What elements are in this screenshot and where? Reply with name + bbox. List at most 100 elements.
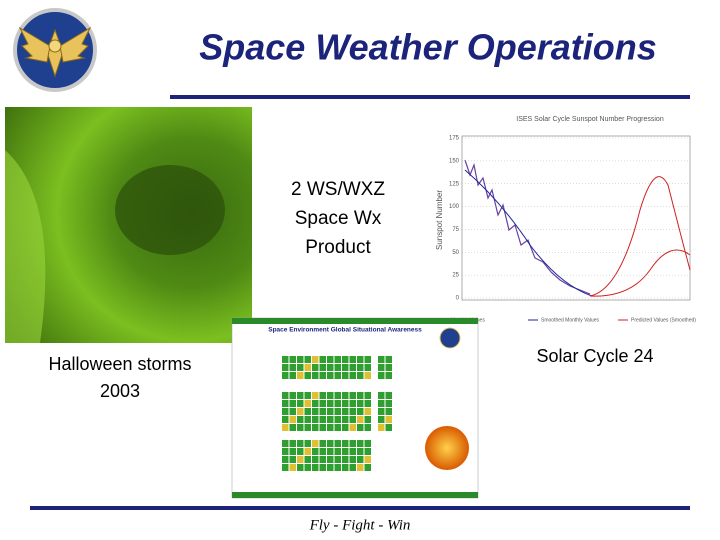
- status-cell: [304, 364, 311, 371]
- status-cell: [327, 416, 334, 423]
- status-cell: [342, 448, 349, 455]
- status-cell: [289, 400, 296, 407]
- status-cell: [327, 392, 334, 399]
- status-cell: [304, 400, 311, 407]
- status-cell: [282, 392, 289, 399]
- left-caption: Halloween storms: [48, 354, 191, 374]
- status-cell: [297, 392, 304, 399]
- status-cell: [357, 456, 364, 463]
- status-cell: [378, 416, 385, 423]
- status-cell: [304, 456, 311, 463]
- status-cell: [357, 424, 364, 431]
- status-cell: [289, 408, 296, 415]
- status-cell: [289, 416, 296, 423]
- status-cell: [357, 464, 364, 471]
- status-cell: [334, 416, 341, 423]
- status-cell: [385, 372, 392, 379]
- status-cell: [334, 408, 341, 415]
- status-cell: [342, 364, 349, 371]
- status-cell: [364, 400, 371, 407]
- status-cell: [297, 424, 304, 431]
- status-cell: [304, 356, 311, 363]
- status-cell: [312, 456, 319, 463]
- status-cell: [334, 440, 341, 447]
- status-cell: [349, 356, 356, 363]
- status-cell: [289, 392, 296, 399]
- status-cell: [297, 416, 304, 423]
- product-image: Space Environment Global Situational Awa…: [231, 317, 479, 499]
- status-cell: [319, 372, 326, 379]
- chart-tick-label: 100: [449, 204, 460, 210]
- status-cell: [312, 440, 319, 447]
- status-cell: [312, 424, 319, 431]
- status-cell: [297, 364, 304, 371]
- status-cell: [327, 364, 334, 371]
- status-cell: [327, 356, 334, 363]
- status-cell: [297, 372, 304, 379]
- status-cell: [349, 440, 356, 447]
- status-cell: [349, 408, 356, 415]
- status-cell: [349, 424, 356, 431]
- status-cell: [289, 364, 296, 371]
- footer-motto: Fly - Fight - Win: [309, 517, 411, 533]
- status-cell: [334, 364, 341, 371]
- chart-legend-label: Smoothed Monthly Values: [541, 317, 599, 323]
- status-cell: [327, 424, 334, 431]
- product-title: Space Environment Global Situational Awa…: [268, 327, 422, 334]
- status-cell: [364, 372, 371, 379]
- chart-tick-label: 125: [449, 181, 460, 187]
- status-cell: [319, 364, 326, 371]
- status-cell: [304, 408, 311, 415]
- status-cell: [342, 392, 349, 399]
- status-cell: [304, 392, 311, 399]
- status-cell: [378, 424, 385, 431]
- status-cell: [304, 464, 311, 471]
- status-cell: [364, 356, 371, 363]
- status-cell: [282, 440, 289, 447]
- status-cell: [349, 416, 356, 423]
- sunspot-chart: ISES Solar Cycle Sunspot Number Progress…: [430, 110, 700, 340]
- status-cell: [304, 424, 311, 431]
- title: Space Weather Operations: [199, 27, 657, 68]
- status-cell: [342, 456, 349, 463]
- status-cell: [282, 424, 289, 431]
- status-cell: [319, 424, 326, 431]
- status-cell: [357, 440, 364, 447]
- status-cell: [289, 372, 296, 379]
- status-cell: [357, 408, 364, 415]
- status-cell: [378, 356, 385, 363]
- status-cell: [304, 448, 311, 455]
- right-caption: Solar Cycle 24: [536, 346, 653, 366]
- status-cell: [334, 392, 341, 399]
- status-cell: [297, 456, 304, 463]
- status-cell: [282, 408, 289, 415]
- chart-title: ISES Solar Cycle Sunspot Number Progress…: [516, 116, 664, 123]
- status-cell: [319, 408, 326, 415]
- status-cell: [297, 408, 304, 415]
- status-cell: [327, 440, 334, 447]
- chart-tick-label: 150: [449, 158, 460, 164]
- status-cell: [342, 440, 349, 447]
- status-cell: [289, 456, 296, 463]
- status-cell: [289, 448, 296, 455]
- status-cell: [378, 408, 385, 415]
- status-cell: [327, 372, 334, 379]
- status-cell: [297, 356, 304, 363]
- status-cell: [319, 456, 326, 463]
- status-cell: [319, 356, 326, 363]
- status-cell: [282, 400, 289, 407]
- chart-tick-label: 25: [452, 273, 459, 279]
- status-cell: [357, 400, 364, 407]
- status-cell: [289, 356, 296, 363]
- status-cell: [289, 464, 296, 471]
- status-cell: [357, 364, 364, 371]
- status-cell: [334, 424, 341, 431]
- status-cell: [349, 400, 356, 407]
- status-cell: [385, 424, 392, 431]
- status-cell: [334, 456, 341, 463]
- status-cell: [319, 400, 326, 407]
- status-cell: [357, 372, 364, 379]
- status-cell: [378, 364, 385, 371]
- status-cell: [349, 456, 356, 463]
- status-cell: [357, 392, 364, 399]
